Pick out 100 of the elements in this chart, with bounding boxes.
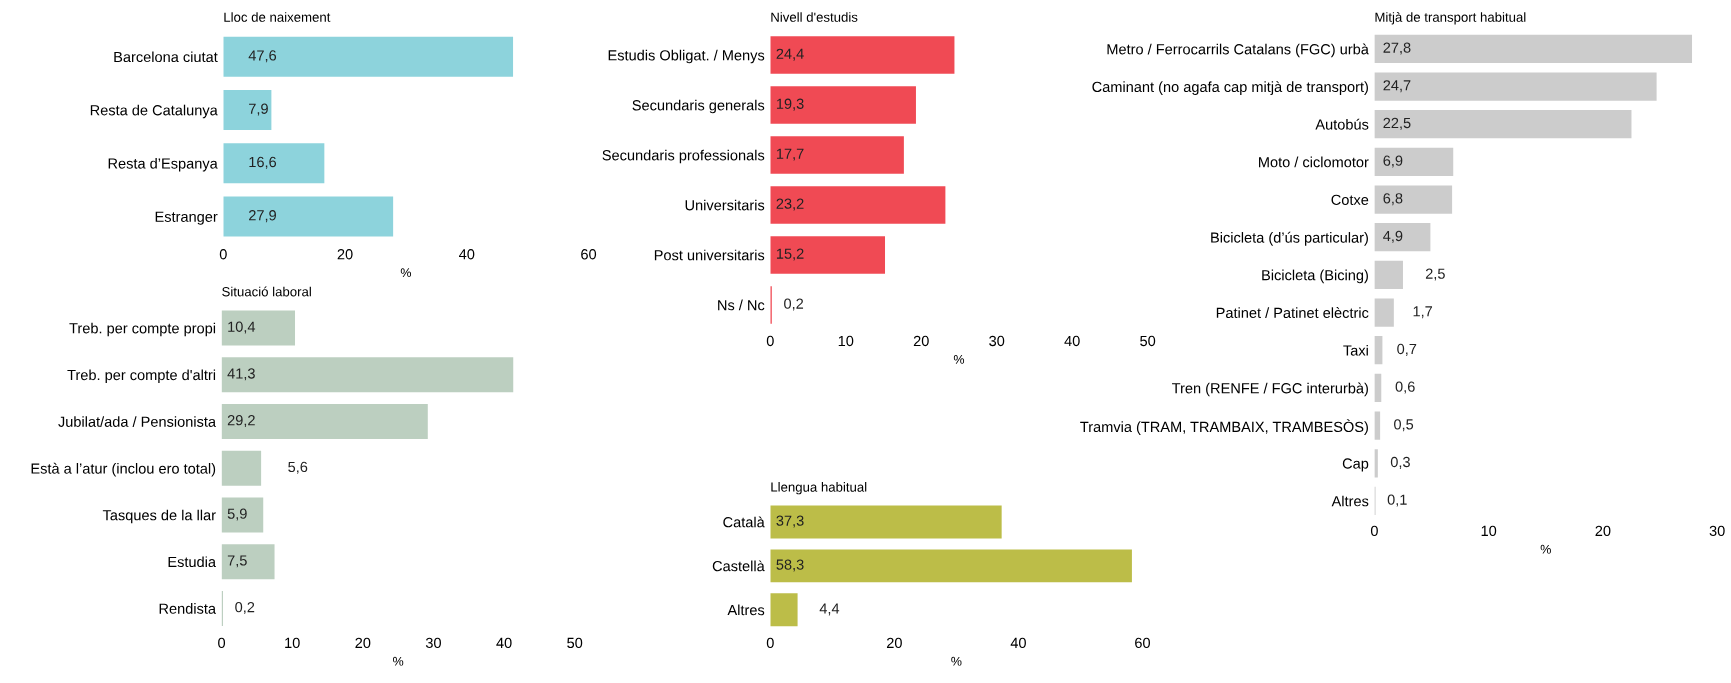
- x-tick-label: 30: [989, 335, 1005, 347]
- data-label: 27,9: [249, 210, 276, 223]
- bar: [223, 196, 394, 237]
- bar: [221, 544, 275, 580]
- data-label: 19,3: [776, 98, 804, 111]
- bar: [221, 403, 428, 439]
- data-label: 5,6: [288, 461, 308, 474]
- y-tick-label: Secundaris generals: [632, 99, 765, 114]
- bar: [1374, 260, 1403, 290]
- data-label: 0,2: [784, 298, 804, 311]
- y-tick-label: Català: [723, 516, 765, 528]
- x-tick-label: 40: [496, 637, 512, 649]
- x-axis-title: %: [1540, 544, 1551, 554]
- y-tick-label: Barcelona ciutat: [114, 51, 218, 63]
- y-tick-label: Tasques de la llar: [102, 509, 216, 524]
- y-tick-label: Tramvia (TRAM, TRAMBAIX, TRAMBESÒS): [1080, 419, 1368, 435]
- x-tick-label: 60: [581, 249, 597, 260]
- y-tick-label: Resta de Catalunya: [90, 104, 218, 119]
- data-label: 6,8: [1383, 193, 1403, 206]
- x-tick-label: 20: [337, 249, 353, 260]
- y-tick-label: Estudis Obligat. / Menys: [608, 49, 765, 64]
- y-tick-label: Està a l’atur (inclou ero total): [31, 462, 216, 477]
- x-tick-label: 0: [766, 637, 774, 649]
- y-tick-label: Metro / Ferrocarrils Catalans (FGC) urbà: [1107, 43, 1369, 58]
- x-axis-title: %: [951, 656, 962, 666]
- bar: [770, 549, 1132, 583]
- y-tick-label: Caminant (no agafa cap mitjà de transport): [1092, 81, 1368, 95]
- y-tick-label: Tren (RENFE / FGC interurbà): [1172, 382, 1368, 397]
- x-axis-title: %: [953, 354, 965, 364]
- data-label: 41,3: [227, 368, 255, 381]
- chart-title: Lloc de naixement: [224, 12, 331, 22]
- bar: [770, 236, 886, 274]
- y-tick-label: Estranger: [155, 211, 218, 225]
- bar: [1374, 110, 1632, 139]
- x-tick-label: 60: [1135, 637, 1150, 649]
- y-tick-label: Castellà: [712, 560, 765, 572]
- y-tick-label: Cotxe: [1331, 194, 1369, 205]
- bar: [770, 86, 916, 124]
- chart-title: Llengua habitual: [771, 482, 867, 495]
- y-tick-label: Secundaris professionals: [602, 149, 765, 164]
- x-tick-label: 10: [1481, 525, 1497, 537]
- x-tick-label: 30: [425, 637, 441, 649]
- x-tick-label: 30: [1709, 525, 1725, 537]
- bar: [770, 505, 1002, 539]
- bar: [223, 89, 272, 130]
- data-label: 10,4: [228, 321, 256, 334]
- y-tick-label: Cap: [1342, 458, 1369, 472]
- x-tick-label: 40: [459, 249, 475, 260]
- x-tick-label: 0: [1370, 525, 1378, 537]
- y-tick-label: Altres: [1331, 495, 1369, 507]
- x-tick-label: 20: [886, 637, 902, 649]
- bar: [221, 310, 296, 346]
- data-label: 0,7: [1397, 343, 1417, 356]
- y-tick-label: Estudia: [168, 556, 217, 568]
- x-tick-label: 10: [285, 637, 300, 649]
- x-tick-label: 50: [567, 637, 583, 649]
- data-label: 24,4: [776, 48, 804, 61]
- bar: [223, 143, 325, 184]
- y-tick-label: Jubilat/ada / Pensionista: [58, 416, 217, 427]
- data-label: 0,6: [1395, 381, 1415, 394]
- x-tick-label: 20: [913, 335, 929, 347]
- data-label: 24,7: [1383, 80, 1411, 93]
- data-label: 4,4: [819, 603, 840, 616]
- bar: [1374, 147, 1454, 177]
- x-axis-title: %: [393, 656, 404, 666]
- bar: [221, 450, 262, 486]
- y-tick-label: Post universitaris: [654, 249, 765, 261]
- bar: [1374, 223, 1431, 252]
- data-label: 0,3: [1390, 456, 1410, 469]
- chart-title: Nivell d'estudis: [771, 12, 858, 22]
- data-label: 27,8: [1383, 42, 1411, 55]
- bar: [221, 357, 514, 393]
- data-label: 7,5: [227, 555, 247, 568]
- y-tick-label: Moto / ciclomotor: [1259, 156, 1369, 168]
- x-tick-label: 40: [1064, 335, 1080, 347]
- x-tick-label: 20: [1595, 525, 1611, 537]
- y-tick-label: Altres: [727, 604, 765, 616]
- data-label: 58,3: [776, 559, 804, 572]
- bar: [223, 36, 514, 77]
- bar: [1374, 298, 1394, 327]
- y-tick-label: Patinet / Patinet elèctric: [1216, 307, 1369, 319]
- x-tick-label: 20: [355, 637, 371, 649]
- data-label: 2,5: [1425, 268, 1445, 281]
- y-tick-label: Rendista: [159, 603, 217, 614]
- y-tick-label: Universitaris: [685, 199, 765, 211]
- data-label: 17,7: [776, 148, 804, 161]
- x-tick-label: 0: [766, 335, 774, 347]
- x-tick-label: 0: [219, 249, 227, 260]
- data-label: 23,2: [776, 198, 804, 211]
- bar: [221, 497, 264, 533]
- data-label: 6,9: [1383, 155, 1403, 168]
- data-label: 7,9: [249, 103, 268, 116]
- x-tick-label: 50: [1140, 335, 1156, 347]
- bar: [1374, 34, 1693, 64]
- data-label: 16,6: [249, 156, 277, 169]
- bar: [1374, 72, 1657, 101]
- data-label: 29,2: [227, 415, 255, 428]
- y-tick-label: Ns / Nc: [718, 299, 765, 311]
- y-tick-label: Taxi: [1343, 344, 1368, 356]
- y-tick-label: Bicicleta (d’ús particular): [1211, 231, 1368, 246]
